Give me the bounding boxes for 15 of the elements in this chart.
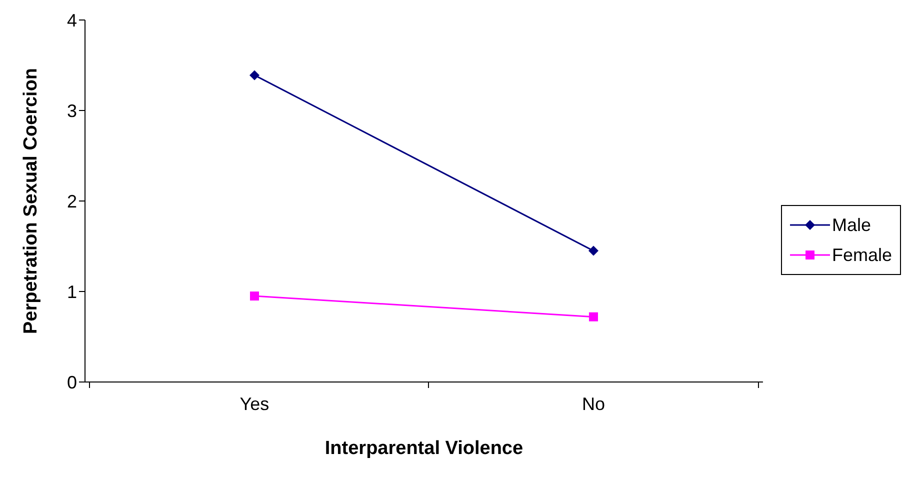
- point: [249, 70, 260, 80]
- x-axis-title: Interparental Violence: [324, 438, 524, 459]
- y-tick-label: 1: [66, 282, 77, 302]
- y-tick-label: 4: [66, 10, 77, 30]
- x-tick-label: Yes: [240, 394, 270, 414]
- point: [588, 246, 598, 256]
- legend-label: Female: [832, 244, 892, 266]
- x-tick-label: No: [582, 394, 605, 414]
- y-tick-label: 2: [66, 191, 77, 212]
- legend-label: Male: [832, 214, 871, 236]
- point: [250, 292, 259, 301]
- y-tick-label: 3: [66, 100, 77, 121]
- y-tick-label: 0: [66, 372, 77, 392]
- y-axis-title: Perpetration Sexual Coercion: [20, 68, 42, 334]
- point: [588, 312, 598, 322]
